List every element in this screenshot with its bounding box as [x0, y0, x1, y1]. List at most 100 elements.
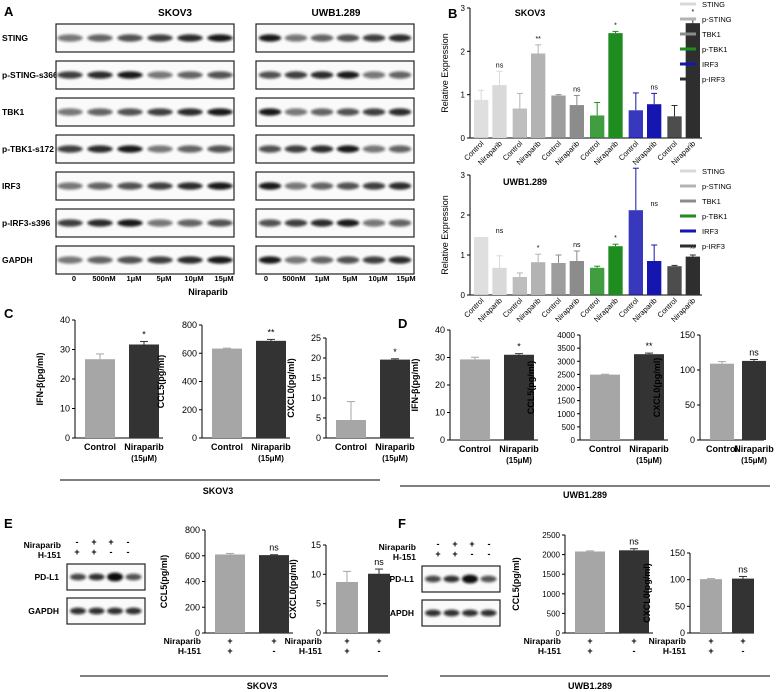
y-tick-label: 40 [435, 325, 445, 335]
footer-label-f: UWB1.289 [568, 681, 612, 691]
treatment-sign: - [110, 547, 113, 557]
blot-band [310, 182, 334, 190]
blot-band [117, 182, 143, 190]
y-tick-label: 10 [311, 393, 321, 403]
blot-band [147, 71, 173, 79]
x-tick-sublabel: (15μM) [636, 456, 662, 465]
legend-label: STING [702, 0, 725, 9]
y-tick-label: 40 [60, 315, 70, 325]
y-tick-label: 10 [311, 569, 321, 579]
western-blot-panel-a: SKOV3 UWB1.289 STING p-STING-s366 TBK1 p-TB… [2, 8, 416, 297]
legend-label: TBK1 [702, 197, 721, 206]
treatment-row-label: Niraparib [24, 540, 61, 550]
blot-row-label: IRF3 [2, 181, 21, 191]
blot-band [462, 609, 478, 617]
treatment-sign: + [469, 539, 474, 549]
treatment-sign: + [227, 646, 232, 656]
panel-label-b: B [448, 6, 457, 21]
x-tick-label: Niraparib [499, 444, 539, 454]
y-tick-label: 50 [675, 601, 685, 611]
y-tick-label: 1000 [542, 590, 560, 599]
legend-label: STING [702, 167, 725, 176]
blot-band [207, 219, 233, 227]
y-tick-label: 10 [60, 404, 70, 414]
treatment-sign: - [378, 646, 381, 656]
blot-band [362, 182, 386, 190]
panel-label-c: C [4, 306, 14, 321]
treatment-sign: + [435, 549, 440, 559]
bar [569, 261, 584, 295]
y-tick-label: 5 [316, 413, 321, 423]
dose-label-skov3: 15μM [214, 274, 233, 283]
chart-f-ccl5: 05001000150020002500CCL5(pg/ml)+++-nsNir… [511, 531, 653, 656]
cell-line-label-skov3: SKOV3 [158, 8, 192, 19]
y-tick-label: 0 [571, 436, 576, 445]
x-tick-label: Niraparib [251, 442, 291, 452]
treatment-sign: - [742, 646, 745, 656]
blot-band [177, 256, 203, 264]
x-tick-sublabel: (15μM) [741, 456, 767, 465]
legend-label: TBK1 [702, 30, 721, 39]
blot-band [147, 219, 173, 227]
treated-bar [256, 340, 286, 438]
chart-c-cxcl0: 0 5 10 15 20 25 CXCL0(pg/ml) Control Niraparib (1… [286, 333, 415, 463]
blot-band [362, 71, 386, 79]
blot-band [207, 145, 233, 153]
treatment-sign: + [452, 549, 457, 559]
blot-band [284, 182, 308, 190]
dose-label-uwb: 500nM [282, 274, 305, 283]
treatment-sign: + [108, 537, 113, 547]
y-tick-label: 3 [461, 171, 466, 180]
significance-label: ns [629, 537, 639, 547]
legend-label: p-TBK1 [702, 45, 727, 54]
significance-label: ns [496, 62, 504, 69]
significance-label: ns [650, 84, 658, 91]
y-tick-label: 1 [461, 251, 466, 260]
blot-band [147, 34, 173, 42]
treatment-row-label: H-151 [538, 646, 561, 656]
blot-band [310, 34, 334, 42]
treated-bar [129, 344, 159, 438]
treatment-sign: - [488, 549, 491, 559]
footer-label-e: SKOV3 [247, 681, 278, 691]
blot-band [207, 34, 233, 42]
blot-band [258, 219, 282, 227]
bar [667, 116, 682, 138]
treatment-sign: + [708, 646, 713, 656]
blot-band [443, 609, 460, 617]
chart-c-ifnb: 0 10 20 30 40 IFN-β(pg/ml) Control Niraparib (15… [35, 315, 164, 463]
blot-band [336, 108, 360, 116]
y-axis-label: CXCL0(pg/ml) [642, 563, 652, 623]
blot-row-label: GAPDH [28, 606, 59, 616]
blot-band [284, 108, 308, 116]
y-tick-label: 0 [680, 628, 685, 638]
bar [474, 237, 489, 295]
y-axis-label: CXCL0(pg/ml) [286, 358, 296, 418]
dose-label-uwb: 5μM [342, 274, 357, 283]
blot-band [177, 108, 203, 116]
legend-label: IRF3 [702, 60, 718, 69]
blot-band [57, 219, 83, 227]
significance-label: ns [749, 348, 759, 358]
panel-label-d: D [398, 316, 407, 331]
y-tick-label: 30 [435, 353, 445, 363]
dose-label-skov3: 10μM [184, 274, 203, 283]
significance-label: ns [374, 557, 384, 567]
treatment-sign: + [708, 636, 713, 646]
control-bar [212, 348, 242, 438]
control-bar [336, 420, 366, 438]
bar [590, 115, 605, 138]
y-tick-label: 3500 [557, 344, 575, 353]
legend-label: p-TBK1 [702, 212, 727, 221]
significance-label: ** [267, 327, 275, 337]
y-tick-label: 100 [670, 575, 685, 585]
bar [492, 85, 507, 138]
blot-band [87, 34, 113, 42]
significance-label: ns [496, 228, 504, 235]
blot-band [462, 574, 478, 584]
blot-band [57, 182, 83, 190]
y-axis-label: IFN-β(pg/ml) [410, 359, 420, 412]
treatment-sign: + [740, 636, 745, 646]
